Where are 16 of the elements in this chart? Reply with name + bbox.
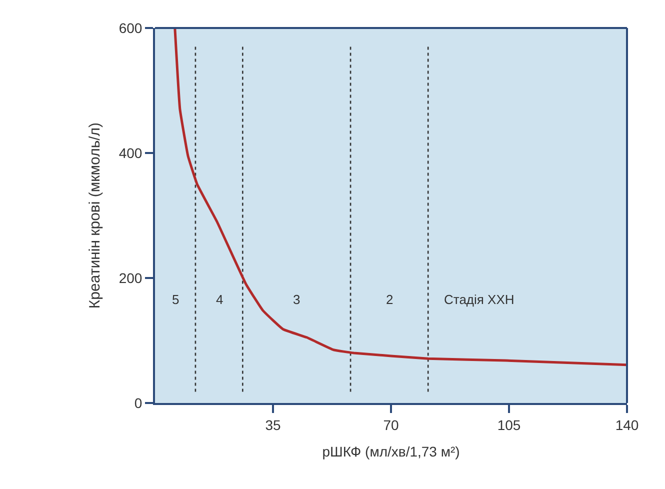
annotation: 2: [386, 292, 394, 307]
y-tick-label: 0: [134, 394, 142, 411]
y-tick-label: 200: [118, 270, 142, 286]
line-series: [174, 28, 627, 366]
x-tick-label: 140: [615, 416, 639, 433]
y-tick-label: 600: [118, 20, 142, 36]
x-axis-title: рШКФ (мл/хв/1,73 м²): [322, 444, 460, 460]
annotation: Стадія ХХН: [444, 292, 514, 307]
annotation: 3: [293, 292, 300, 307]
x-tick-label: 35: [265, 416, 281, 433]
annotation: 5: [172, 292, 180, 307]
x-tick-label: 105: [497, 416, 521, 433]
y-tick-label: 400: [118, 144, 142, 161]
y-axis-title: Креатинін крові (мкмоль/л): [86, 122, 104, 309]
annotation: 4: [216, 292, 224, 307]
x-tick-label: 70: [383, 416, 399, 433]
